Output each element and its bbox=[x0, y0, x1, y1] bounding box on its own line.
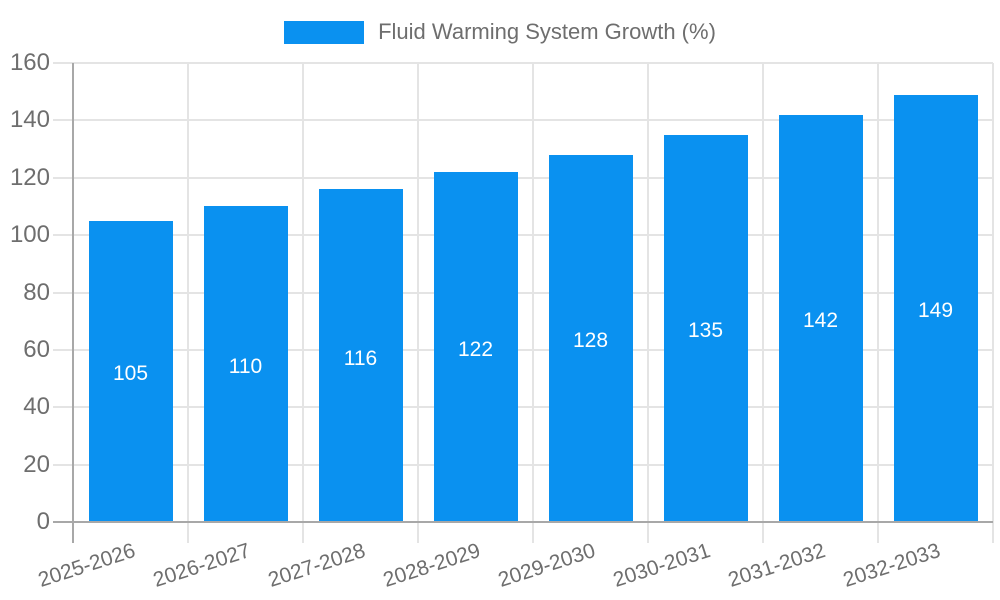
y-axis-tick-label: 0 bbox=[36, 508, 50, 535]
bar-value-label: 128 bbox=[572, 329, 609, 353]
bar[interactable] bbox=[88, 220, 173, 522]
x-gridline bbox=[417, 63, 419, 543]
bar-value-label: 135 bbox=[687, 319, 724, 343]
bar-value-label: 105 bbox=[112, 362, 149, 386]
bar-value-label: 122 bbox=[457, 338, 494, 361]
bar[interactable] bbox=[778, 114, 863, 522]
x-gridline bbox=[877, 63, 879, 543]
y-gridline bbox=[53, 406, 993, 409]
legend-item[interactable]: Fluid Warming System Growth (%) bbox=[284, 19, 716, 45]
x-axis-line bbox=[53, 521, 993, 523]
y-gridline bbox=[53, 348, 993, 351]
bar-value-label: 149 bbox=[917, 299, 954, 323]
y-gridline bbox=[53, 62, 993, 64]
y-axis-tick-label: 80 bbox=[23, 278, 50, 306]
y-gridline bbox=[53, 463, 993, 466]
bar-value-label: 116 bbox=[343, 346, 378, 370]
y-axis-tick-label: 100 bbox=[9, 221, 50, 249]
y-gridline bbox=[53, 234, 993, 237]
bar[interactable] bbox=[548, 154, 633, 522]
legend-color-swatch bbox=[284, 20, 365, 44]
y-axis-tick-label: 20 bbox=[23, 450, 50, 478]
y-axis-tick-label: 120 bbox=[9, 163, 50, 191]
bar[interactable] bbox=[203, 206, 288, 522]
y-axis-tick-label: 160 bbox=[9, 49, 50, 76]
bar-value-label: 110 bbox=[228, 355, 263, 379]
y-gridline bbox=[53, 176, 993, 179]
y-axis-line bbox=[72, 63, 74, 543]
bar[interactable] bbox=[433, 172, 518, 522]
x-gridline bbox=[532, 63, 534, 543]
y-axis-tick-label: 40 bbox=[23, 393, 50, 421]
bar[interactable] bbox=[318, 189, 403, 522]
y-gridline bbox=[53, 291, 993, 294]
x-gridline bbox=[647, 63, 649, 543]
bar[interactable] bbox=[663, 134, 748, 522]
y-gridline bbox=[53, 119, 993, 122]
y-axis-tick-label: 60 bbox=[23, 335, 50, 363]
legend-label: Fluid Warming System Growth (%) bbox=[378, 19, 716, 44]
bar[interactable] bbox=[893, 94, 978, 522]
bar-value-label: 142 bbox=[802, 309, 839, 333]
chart-legend: Fluid Warming System Growth (%) bbox=[0, 19, 1000, 45]
x-gridline bbox=[187, 63, 189, 543]
x-gridline bbox=[992, 63, 994, 543]
x-gridline bbox=[762, 63, 764, 543]
x-gridline bbox=[302, 63, 304, 543]
y-axis-tick-label: 140 bbox=[9, 106, 50, 134]
